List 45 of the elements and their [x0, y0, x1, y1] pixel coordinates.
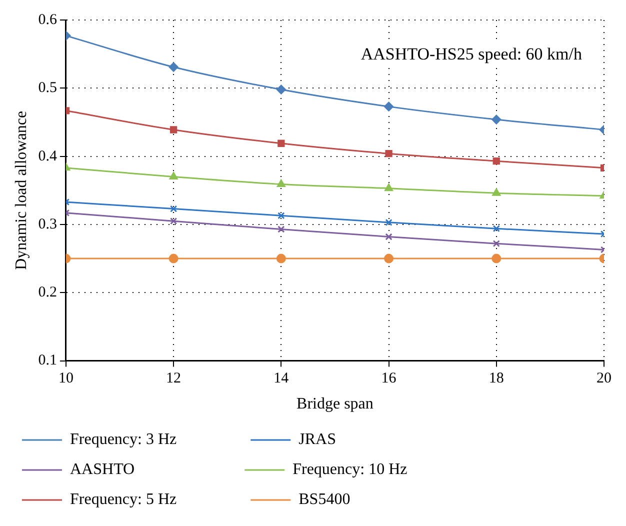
point [385, 218, 392, 226]
point [385, 233, 392, 240]
point [384, 184, 393, 192]
point [170, 126, 178, 134]
point [384, 254, 394, 264]
point [492, 158, 500, 165]
point [492, 188, 501, 196]
point [276, 84, 286, 94]
y-tick-label: 0.3 [38, 216, 57, 232]
legend-label: JRAS [298, 431, 440, 448]
x-tick-label: 12 [166, 370, 182, 387]
point [492, 240, 500, 248]
y-tick-label: 0.6 [38, 12, 58, 28]
point [276, 254, 286, 264]
x-tick-label: 18 [488, 370, 504, 387]
point [170, 205, 178, 212]
x-tick-label: 20 [596, 370, 612, 387]
point [492, 254, 502, 264]
y-tick-label: 0.2 [38, 284, 57, 301]
legend-label: Frequency: 5 Hz [70, 491, 237, 508]
legend-label: BS5400 [298, 491, 446, 508]
point [276, 180, 286, 188]
x-tick-label: 10 [58, 370, 74, 387]
x-axis-title: Bridge span [296, 396, 374, 413]
legend-label: AASHTO [70, 461, 231, 478]
point [170, 217, 178, 225]
x-tick-label: 16 [381, 370, 397, 387]
annotation: AASHTO-HS25 speed: 60 km/h [360, 44, 582, 64]
point [385, 150, 392, 158]
point [278, 212, 285, 220]
point [278, 140, 285, 147]
point [278, 226, 285, 233]
point [168, 254, 178, 264]
point [384, 102, 394, 112]
y-tick-label: 0.5 [38, 80, 57, 96]
x-tick-label: 14 [274, 370, 290, 387]
legend-label: Frequency: 10 Hz [292, 461, 464, 478]
point [169, 172, 178, 180]
point [168, 62, 178, 72]
point [492, 224, 500, 232]
point [492, 114, 502, 124]
y-axis-title: Dynamic load allowance [12, 110, 30, 270]
y-tick-label: 0.1 [38, 352, 57, 369]
legend-label: Frequency: 3 Hz [70, 431, 237, 448]
y-tick-label: 0.4 [38, 148, 58, 164]
